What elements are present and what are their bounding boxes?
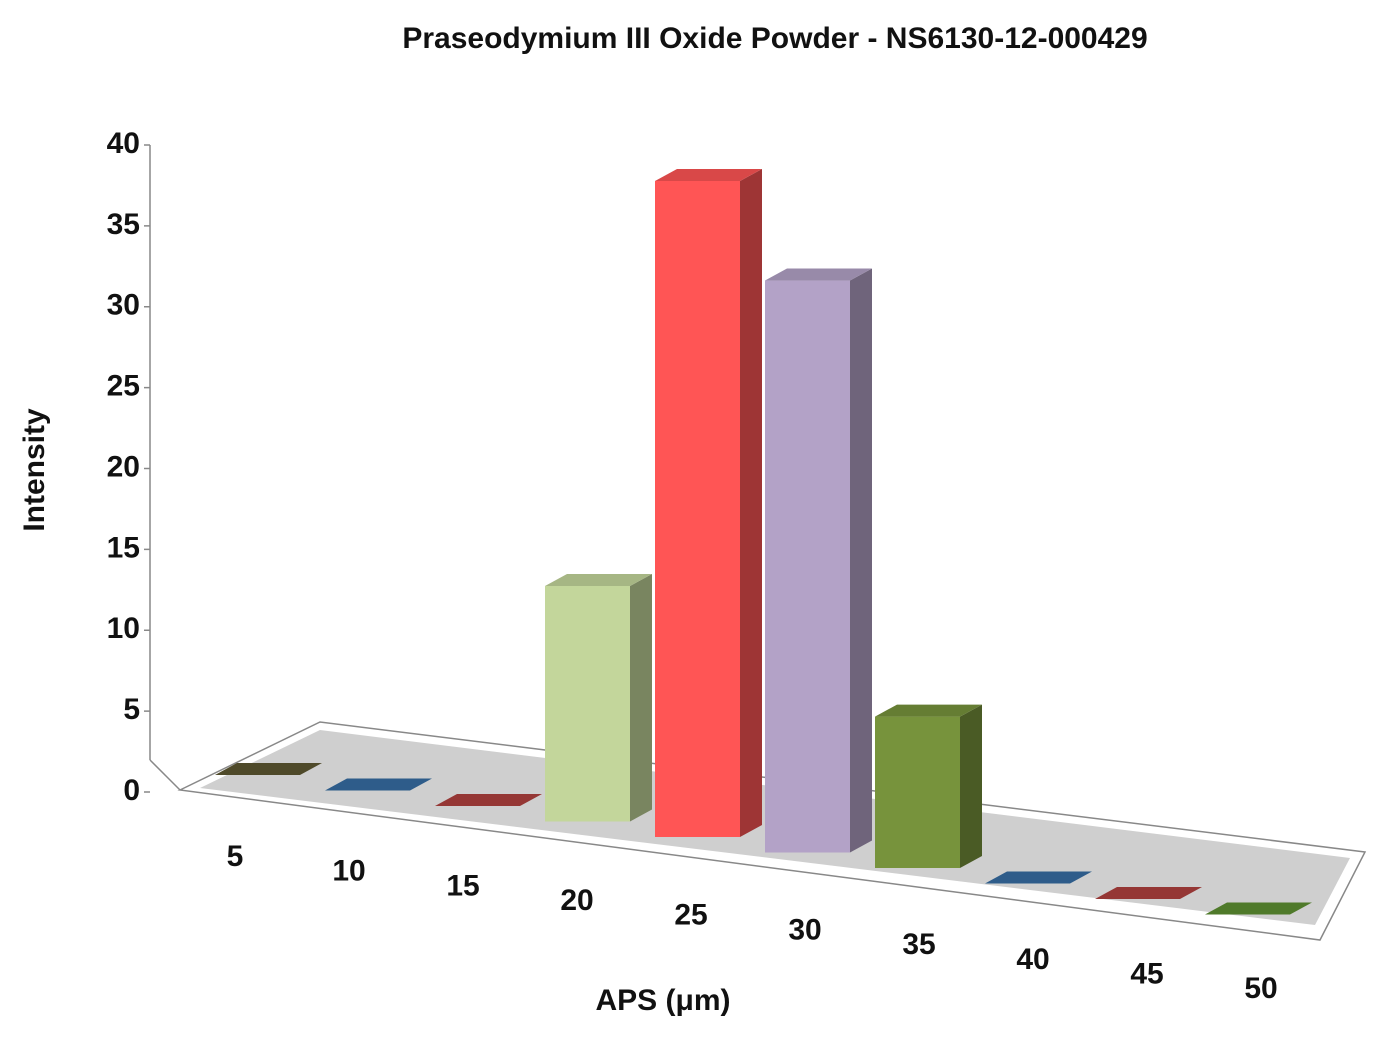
bar — [1205, 902, 1312, 915]
x-tick-label: 25 — [674, 899, 707, 932]
x-tick-label: 10 — [332, 855, 365, 888]
bar-side — [850, 268, 872, 853]
y-tick-label: 30 — [107, 289, 140, 322]
bar — [875, 704, 982, 868]
bar — [655, 168, 762, 837]
bar-top — [1205, 902, 1312, 915]
bar — [985, 871, 1092, 884]
chart-title: Praseodymium III Oxide Powder - NS6130-1… — [402, 22, 1147, 55]
bar-top — [215, 763, 322, 775]
bar — [215, 763, 322, 775]
y-tick-label: 10 — [107, 612, 140, 645]
x-axis-label: APS (μm) — [595, 984, 730, 1017]
axis-edge — [149, 759, 181, 791]
x-tick-label: 35 — [902, 928, 935, 961]
y-tick-label: 35 — [107, 208, 140, 241]
y-tick-label: 15 — [107, 531, 140, 564]
x-tick-label: 5 — [227, 840, 244, 873]
y-tick-label: 0 — [123, 774, 140, 807]
bar-top — [545, 573, 652, 586]
bar-top — [875, 704, 982, 717]
bar — [765, 268, 872, 853]
x-tick-label: 50 — [1244, 972, 1277, 1005]
bar-top — [655, 168, 762, 181]
x-tick-label: 45 — [1130, 958, 1163, 991]
bar-top — [1095, 887, 1202, 899]
bar-front — [545, 585, 630, 822]
bar-front — [655, 180, 740, 837]
y-tick-label: 40 — [107, 127, 140, 160]
y-tick-label: 5 — [123, 693, 140, 726]
bar-top — [985, 871, 1092, 884]
bar-top — [765, 268, 872, 281]
y-tick-label: 25 — [107, 370, 140, 403]
bar — [545, 573, 652, 822]
bar-front — [875, 716, 960, 868]
x-tick-label: 20 — [560, 884, 593, 917]
bar-top — [435, 794, 542, 806]
bar — [435, 794, 542, 806]
y-axis-label: Intensity — [18, 408, 51, 532]
bar-top — [325, 778, 432, 791]
x-tick-label: 15 — [446, 869, 479, 902]
bar-front — [765, 280, 850, 853]
bar-side — [630, 573, 652, 822]
bar — [325, 778, 432, 791]
bar-side — [960, 704, 982, 868]
bar-side — [740, 168, 762, 837]
x-tick-label: 30 — [788, 913, 821, 946]
bar — [1095, 887, 1202, 899]
x-tick-label: 40 — [1016, 943, 1049, 976]
y-tick-label: 20 — [107, 450, 140, 483]
